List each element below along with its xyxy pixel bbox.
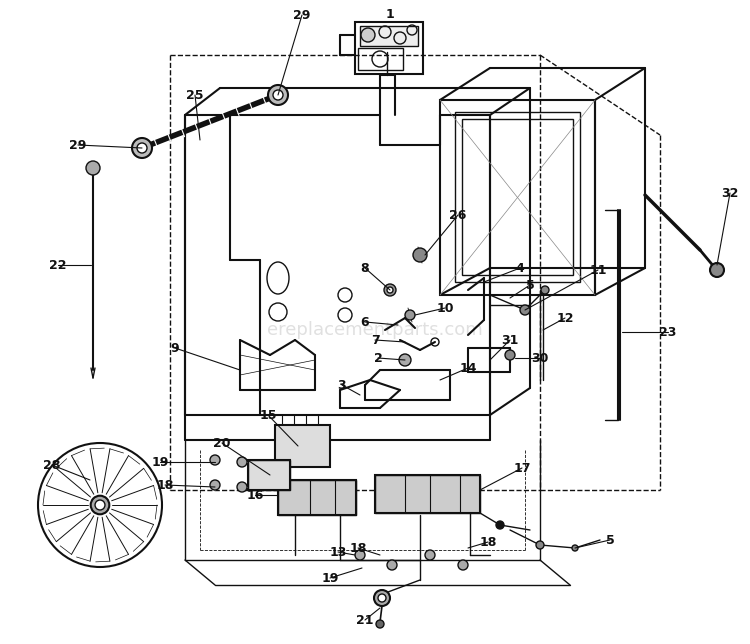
Circle shape [268, 85, 288, 105]
Circle shape [237, 482, 247, 492]
Text: 32: 32 [722, 187, 739, 200]
Circle shape [376, 620, 384, 628]
Text: 13: 13 [329, 545, 346, 558]
Text: 12: 12 [556, 312, 574, 325]
Circle shape [405, 310, 415, 320]
Bar [278, 480, 356, 515]
Circle shape [413, 248, 427, 262]
Text: ereplacementparts.com: ereplacementparts.com [267, 321, 483, 339]
Circle shape [237, 457, 247, 467]
Text: 19: 19 [321, 571, 339, 585]
Text: 9: 9 [171, 341, 179, 354]
Text: 7: 7 [370, 334, 380, 346]
Circle shape [378, 594, 386, 602]
Bar [360, 26, 418, 46]
Text: 1: 1 [386, 8, 394, 21]
Circle shape [520, 305, 530, 315]
Text: 6: 6 [361, 316, 369, 328]
Text: 18: 18 [156, 478, 174, 491]
Circle shape [374, 590, 390, 606]
Text: 26: 26 [449, 209, 466, 222]
Bar [358, 48, 403, 70]
Circle shape [86, 161, 100, 175]
Text: 2: 2 [374, 352, 382, 365]
Circle shape [95, 500, 105, 510]
Bar [355, 22, 423, 74]
Text: 25: 25 [186, 88, 204, 102]
Text: 5: 5 [526, 278, 534, 292]
Circle shape [541, 286, 549, 294]
Circle shape [355, 550, 365, 560]
Bar [248, 460, 290, 490]
Text: 29: 29 [69, 138, 87, 151]
Circle shape [387, 560, 397, 570]
Circle shape [273, 90, 283, 100]
Text: 22: 22 [50, 258, 67, 272]
Circle shape [572, 545, 578, 551]
Bar [462, 119, 573, 275]
Text: 23: 23 [659, 325, 676, 339]
Text: 4: 4 [516, 261, 524, 274]
Text: 5: 5 [606, 533, 614, 547]
Text: 31: 31 [501, 334, 519, 346]
Text: 20: 20 [213, 437, 231, 450]
Text: 21: 21 [356, 614, 374, 627]
Text: 17: 17 [513, 462, 531, 475]
Text: 3: 3 [338, 379, 346, 392]
Bar [455, 112, 580, 282]
Text: 19: 19 [152, 455, 169, 468]
Circle shape [137, 143, 147, 153]
Bar [375, 475, 480, 513]
Bar [375, 475, 480, 513]
Circle shape [387, 287, 393, 293]
Text: 28: 28 [44, 459, 61, 471]
Bar [440, 100, 595, 295]
Circle shape [425, 550, 435, 560]
Circle shape [458, 560, 468, 570]
Text: 10: 10 [436, 301, 454, 314]
Circle shape [505, 350, 515, 360]
Circle shape [536, 541, 544, 549]
Text: 14: 14 [459, 361, 477, 375]
Bar [278, 480, 356, 515]
Text: 30: 30 [531, 352, 549, 365]
Circle shape [361, 28, 375, 42]
Circle shape [399, 354, 411, 366]
Circle shape [210, 480, 220, 490]
Text: 29: 29 [293, 8, 310, 21]
Circle shape [496, 521, 504, 529]
Text: 8: 8 [361, 261, 369, 274]
Text: 16: 16 [246, 489, 264, 502]
Circle shape [132, 138, 152, 158]
Text: 15: 15 [260, 408, 277, 422]
Text: 18: 18 [350, 542, 367, 554]
Circle shape [384, 284, 396, 296]
Text: 18: 18 [479, 536, 496, 549]
Bar [248, 460, 290, 490]
Circle shape [710, 263, 724, 277]
Bar [275, 425, 330, 467]
Text: 11: 11 [590, 263, 607, 276]
Circle shape [210, 455, 220, 465]
Circle shape [91, 496, 110, 515]
